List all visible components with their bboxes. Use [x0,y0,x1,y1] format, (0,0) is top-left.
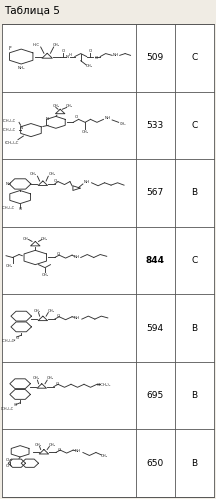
Text: 650: 650 [146,459,164,468]
Text: B: B [191,459,197,468]
Text: 567: 567 [146,189,164,198]
Text: 594: 594 [146,323,164,332]
Text: B: B [191,323,197,332]
Text: Таблица 5: Таблица 5 [4,6,60,16]
Text: 695: 695 [146,391,164,400]
Text: C: C [191,256,197,265]
Text: 509: 509 [146,53,164,62]
Text: B: B [191,391,197,400]
Text: C: C [191,121,197,130]
Text: 533: 533 [146,121,164,130]
Text: B: B [191,189,197,198]
Text: C: C [191,53,197,62]
Text: 844: 844 [146,256,165,265]
